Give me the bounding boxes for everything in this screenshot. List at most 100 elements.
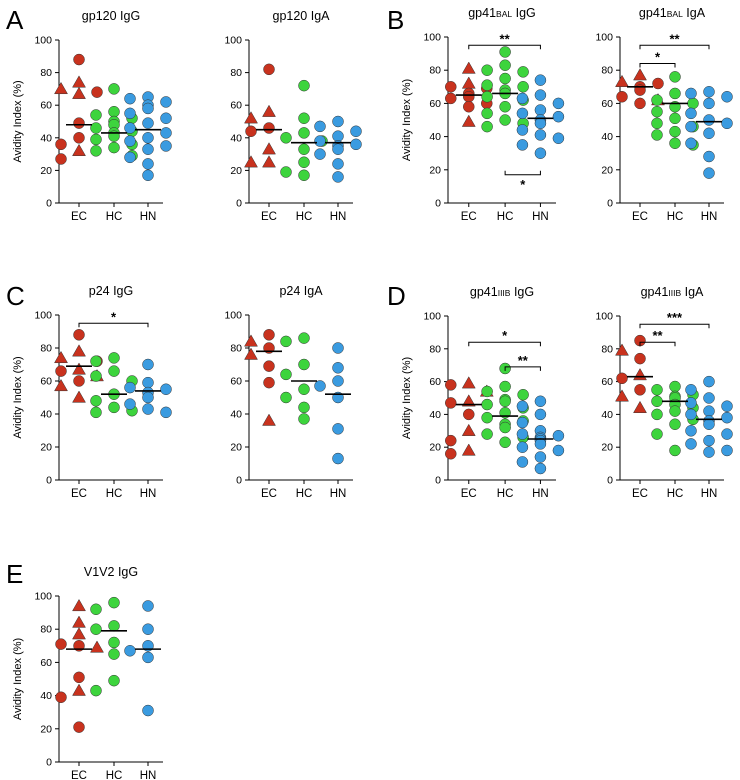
data-point-ec xyxy=(634,384,646,396)
significance-label: * xyxy=(655,50,661,65)
data-point-triangle-ec xyxy=(244,347,258,360)
svg-text:E: E xyxy=(6,559,23,589)
data-point-ec xyxy=(73,53,85,66)
data-point-hn xyxy=(685,107,697,120)
panel-letter-B: B xyxy=(387,5,404,35)
y-tick-label: 20 xyxy=(40,723,52,735)
data-point-hc xyxy=(108,105,120,118)
data-point-hc xyxy=(669,112,681,125)
data-point-ec xyxy=(263,360,275,372)
data-point-hn xyxy=(516,428,529,440)
data-point-hn xyxy=(703,446,715,458)
chart-title-subscript: IIIB xyxy=(668,288,681,298)
y-tick-label: 100 xyxy=(34,591,52,603)
data-point-hc xyxy=(687,97,699,110)
chart-title-suffix: IgG xyxy=(512,6,536,20)
y-tick-label: 0 xyxy=(607,475,613,487)
chart-3: gp41BAL IgG 0 20 40 60 80 100 Avidity Index (%)… xyxy=(401,6,565,223)
significance-bracket xyxy=(639,63,676,68)
data-point-hn xyxy=(124,122,136,134)
x-tick-label: HN xyxy=(701,488,718,500)
data-point-ec xyxy=(73,117,85,129)
data-point-hn xyxy=(160,406,172,419)
data-point-hc xyxy=(669,405,681,417)
y-tick-label: 60 xyxy=(40,657,52,669)
data-point-hc xyxy=(280,391,292,404)
y-tick-label: 60 xyxy=(429,98,441,110)
data-point-hn xyxy=(332,171,344,183)
data-point-hc xyxy=(108,352,120,364)
data-point-hn xyxy=(142,117,154,129)
data-point-hc xyxy=(499,72,511,85)
significance-label: ** xyxy=(652,328,663,343)
data-point-hn xyxy=(314,120,326,133)
data-point-hn xyxy=(124,381,136,394)
x-tick-label: HN xyxy=(330,488,347,500)
significance-bracket xyxy=(639,341,676,347)
data-point-hn xyxy=(516,92,529,105)
data-point-hn xyxy=(314,135,326,147)
data-point-ec xyxy=(55,138,67,151)
y-tick-label: 80 xyxy=(230,343,242,355)
y-tick-label: 0 xyxy=(236,475,242,487)
svg-text:B: B xyxy=(387,5,404,35)
y-tick-label: 0 xyxy=(236,198,242,210)
y-tick-label: 60 xyxy=(230,100,242,112)
x-tick-label: HN xyxy=(532,488,549,500)
y-tick-label: 80 xyxy=(40,343,52,355)
svg-text:D: D xyxy=(387,281,406,311)
x-tick-label: HC xyxy=(106,488,123,500)
data-point-hn xyxy=(685,438,697,450)
data-point-triangle-ec xyxy=(72,390,86,403)
x-tick-label: HN xyxy=(140,211,157,223)
data-point-triangle-ec xyxy=(262,413,276,426)
y-tick-label: 40 xyxy=(429,409,441,421)
data-point-hc xyxy=(298,358,310,371)
data-point-hn xyxy=(160,96,172,108)
y-tick-label: 100 xyxy=(34,35,52,47)
data-point-hn xyxy=(142,358,154,371)
data-point-ec xyxy=(463,100,475,113)
y-tick-label: 60 xyxy=(230,376,242,388)
data-point-hn xyxy=(142,376,154,389)
data-point-hn xyxy=(332,342,344,354)
y-tick-label: 100 xyxy=(423,311,441,323)
data-point-hn xyxy=(703,434,715,447)
data-point-hn xyxy=(685,397,697,409)
x-tick-label: HN xyxy=(532,211,549,223)
chart-6: p24 IgA 0 20 40 60 80 100 EC HC HN xyxy=(224,284,353,500)
data-point-ec xyxy=(445,397,457,409)
data-point-hn xyxy=(350,138,362,151)
data-point-triangle-ec xyxy=(461,394,476,407)
data-point-hc xyxy=(651,129,663,141)
data-point-hn xyxy=(332,115,344,128)
chart-title-subscript: BAL xyxy=(496,9,512,19)
panel-letter-D: D xyxy=(387,281,406,311)
y-tick-label: 20 xyxy=(601,442,613,454)
data-point-hc xyxy=(517,66,529,78)
data-point-hc xyxy=(651,94,663,106)
chart-title: gp41BAL IgG xyxy=(468,6,536,20)
data-point-hc xyxy=(108,636,120,649)
data-point-hc xyxy=(90,406,102,419)
data-point-triangle-ec xyxy=(72,75,86,88)
data-point-hc xyxy=(499,395,511,408)
data-point-hc xyxy=(651,105,663,118)
chart-title-suffix: IgA xyxy=(681,285,704,299)
data-point-hn xyxy=(142,403,154,415)
data-point-ec xyxy=(634,352,646,365)
data-point-ec xyxy=(73,132,85,144)
data-point-hc xyxy=(298,127,310,139)
data-point-ec xyxy=(73,721,85,733)
data-point-hn xyxy=(332,158,344,170)
data-point-hn xyxy=(552,132,565,145)
y-tick-label: 80 xyxy=(40,624,52,636)
data-point-hc xyxy=(669,125,681,138)
data-point-hn xyxy=(552,444,565,457)
data-point-ec xyxy=(245,125,257,138)
y-tick-label: 40 xyxy=(40,690,52,702)
data-point-hn xyxy=(721,411,733,424)
significance-label: ** xyxy=(500,31,511,46)
data-point-hn xyxy=(721,117,733,130)
chart-title: gp41BAL IgA xyxy=(639,6,706,20)
